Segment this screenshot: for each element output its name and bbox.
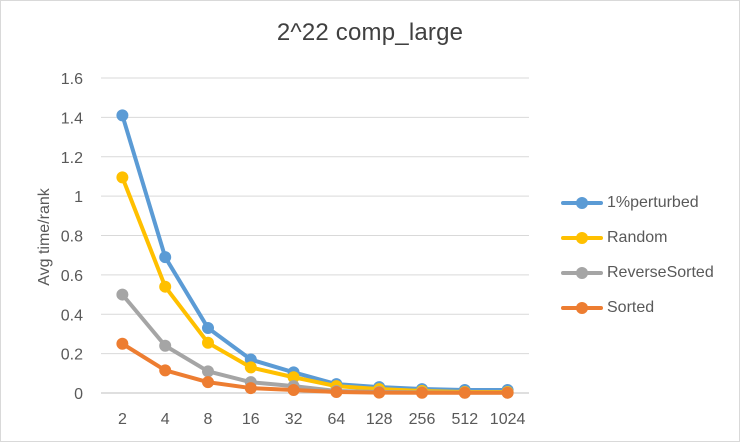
- y-tick-label: 1: [74, 189, 83, 206]
- legend-marker: [576, 301, 588, 314]
- legend-label: ReverseSorted: [607, 263, 714, 281]
- legend-label: Random: [607, 228, 668, 246]
- x-tick-label: 128: [366, 411, 393, 428]
- data-point: [416, 386, 428, 399]
- data-point: [116, 109, 129, 122]
- data-point: [159, 280, 172, 293]
- chart-title: 2^22 comp_large: [276, 19, 464, 46]
- data-point: [202, 376, 214, 389]
- legend-label: 1%perturbed: [607, 193, 699, 211]
- x-tick-label: 8: [204, 411, 213, 428]
- x-tick-label: 1024: [490, 411, 526, 428]
- y-tick-label: 1.2: [61, 150, 83, 167]
- y-tick-label: 0.2: [61, 347, 83, 364]
- legend-swatch: [561, 231, 603, 245]
- y-tick-label: 1.4: [61, 110, 83, 127]
- data-point: [202, 336, 214, 349]
- legend: 1%perturbed Random ReverseSorted Sorted: [561, 185, 714, 325]
- legend-marker: [576, 266, 588, 279]
- legend-item: Sorted: [561, 290, 714, 325]
- data-point: [202, 322, 214, 335]
- y-tick-label: 0.8: [61, 229, 83, 246]
- legend-swatch: [561, 301, 603, 315]
- data-point: [458, 386, 471, 399]
- x-tick-label: 32: [285, 411, 303, 428]
- x-tick-label: 256: [409, 411, 436, 428]
- data-point: [116, 171, 129, 184]
- data-point: [244, 382, 257, 395]
- legend-marker: [576, 231, 588, 244]
- x-tick-label: 64: [328, 411, 346, 428]
- legend-label: Sorted: [607, 298, 655, 316]
- data-point: [244, 361, 257, 374]
- y-tick-label: 0.4: [61, 307, 83, 324]
- data-point: [159, 251, 172, 264]
- y-tick-label: 0: [74, 386, 83, 403]
- x-tick-label: 4: [161, 411, 170, 428]
- data-point: [501, 386, 514, 399]
- legend-marker: [576, 196, 588, 209]
- legend-swatch: [561, 196, 603, 210]
- data-point: [159, 339, 172, 352]
- data-point: [116, 337, 129, 350]
- data-point: [159, 364, 172, 377]
- y-tick-label: 0.6: [61, 268, 83, 285]
- legend-item: ReverseSorted: [561, 255, 714, 290]
- legend-swatch: [561, 266, 603, 280]
- x-tick-label: 2: [118, 411, 127, 428]
- series-line-sorted: [120, 341, 510, 395]
- data-point: [287, 384, 300, 397]
- legend-item: 1%perturbed: [561, 185, 714, 220]
- x-tick-label: 16: [242, 411, 260, 428]
- x-tick-label: 512: [451, 411, 478, 428]
- y-tick-label: 1.6: [61, 71, 83, 88]
- data-point: [373, 386, 386, 399]
- data-point: [202, 365, 214, 378]
- data-point: [330, 386, 343, 399]
- data-point: [116, 288, 129, 301]
- legend-item: Random: [561, 220, 714, 255]
